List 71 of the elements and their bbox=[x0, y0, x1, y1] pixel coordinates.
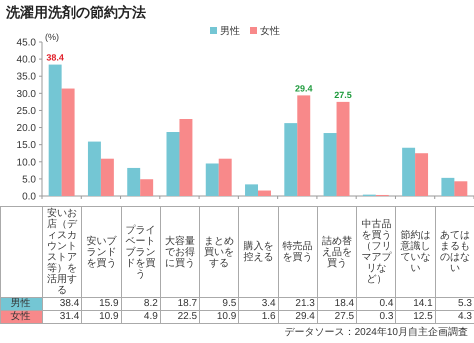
x-tick-label: 詰め替え品を買う bbox=[317, 206, 357, 298]
data-label: 27.5 bbox=[317, 310, 357, 324]
data-label: 9.5 bbox=[200, 298, 239, 310]
bar bbox=[324, 133, 337, 196]
x-tick-label: あてはまるものはない bbox=[435, 206, 474, 298]
y-tick-label: 15.0 bbox=[16, 140, 36, 152]
data-label: 0.4 bbox=[356, 298, 396, 310]
x-tick-label: まとめ買いをする bbox=[200, 206, 239, 298]
y-tick-label: 5.0 bbox=[22, 174, 36, 186]
data-label: 8.2 bbox=[121, 298, 160, 310]
bar bbox=[88, 142, 101, 196]
data-label: 18.7 bbox=[160, 298, 200, 310]
x-tick-label: 購入を控える bbox=[238, 206, 278, 298]
data-label: 4.3 bbox=[435, 310, 474, 324]
data-label: 22.5 bbox=[160, 310, 200, 324]
data-label: 18.4 bbox=[317, 298, 357, 310]
data-label: 31.4 bbox=[42, 310, 82, 324]
y-tick-label: 30.0 bbox=[16, 88, 36, 100]
bar bbox=[48, 64, 62, 196]
data-label: 15.9 bbox=[82, 298, 122, 310]
y-tick-label: 25.0 bbox=[16, 106, 36, 117]
data-label: 3.4 bbox=[238, 298, 278, 310]
ylabel: (%) bbox=[45, 32, 59, 42]
bar bbox=[100, 158, 114, 196]
bar bbox=[454, 181, 468, 196]
x-tick-label: プライベートブランドを買う bbox=[121, 206, 160, 298]
data-label: 1.6 bbox=[238, 310, 278, 324]
y-tick-label: 0.0 bbox=[22, 192, 36, 202]
x-tick-label: 大容量でお得に買う bbox=[160, 206, 200, 298]
y-tick-label: 10.0 bbox=[16, 157, 36, 168]
data-label: 10.9 bbox=[200, 310, 239, 324]
annotation: 27.5 bbox=[334, 90, 352, 100]
x-tick-label: 中古品を買う（フリマアプリなど） bbox=[356, 206, 396, 298]
legend-label: 女性 bbox=[260, 25, 280, 37]
data-label: 38.4 bbox=[42, 298, 82, 310]
y-tick-label: 45.0 bbox=[16, 38, 36, 48]
bar bbox=[166, 132, 180, 196]
data-label: 4.9 bbox=[121, 310, 160, 324]
data-label: 14.1 bbox=[396, 298, 436, 310]
data-label: 29.4 bbox=[278, 310, 318, 324]
y-tick-label: 40.0 bbox=[16, 54, 36, 66]
annotation: 29.4 bbox=[294, 83, 313, 94]
bar bbox=[245, 184, 258, 196]
bar bbox=[127, 168, 140, 196]
bar bbox=[218, 158, 232, 196]
bar bbox=[179, 119, 192, 196]
bar bbox=[297, 95, 310, 196]
bar bbox=[206, 163, 219, 196]
data-label: 0.3 bbox=[356, 310, 396, 324]
bar bbox=[284, 123, 298, 196]
bar bbox=[62, 88, 75, 196]
x-tick-label: 安いお店（ディスカウントストア等）を活用する bbox=[42, 206, 82, 298]
data-label: 12.5 bbox=[396, 310, 436, 324]
title: 洗濯用洗剤の節約方法 bbox=[6, 4, 146, 20]
data-label: 21.3 bbox=[278, 298, 318, 310]
x-tick-label: 安いブランドを買う bbox=[82, 206, 122, 298]
data-label: 10.9 bbox=[82, 310, 122, 324]
bar bbox=[402, 148, 416, 196]
bar bbox=[415, 153, 428, 196]
y-tick-label: 20.0 bbox=[16, 123, 36, 134]
bar bbox=[258, 190, 271, 196]
y-tick-label: 35.0 bbox=[16, 72, 36, 83]
x-tick-label: 節約は意識していない bbox=[396, 206, 436, 298]
x-tick-label: 特売品を買う bbox=[278, 206, 318, 298]
legend-label: 男性 bbox=[220, 25, 240, 37]
data-label: 5.3 bbox=[435, 298, 474, 310]
annotation: 38.4 bbox=[46, 52, 64, 63]
bar bbox=[140, 179, 154, 196]
bar bbox=[336, 102, 350, 196]
bar bbox=[441, 178, 454, 196]
text: データソース：2024年10月自主企画調査 bbox=[284, 326, 468, 339]
